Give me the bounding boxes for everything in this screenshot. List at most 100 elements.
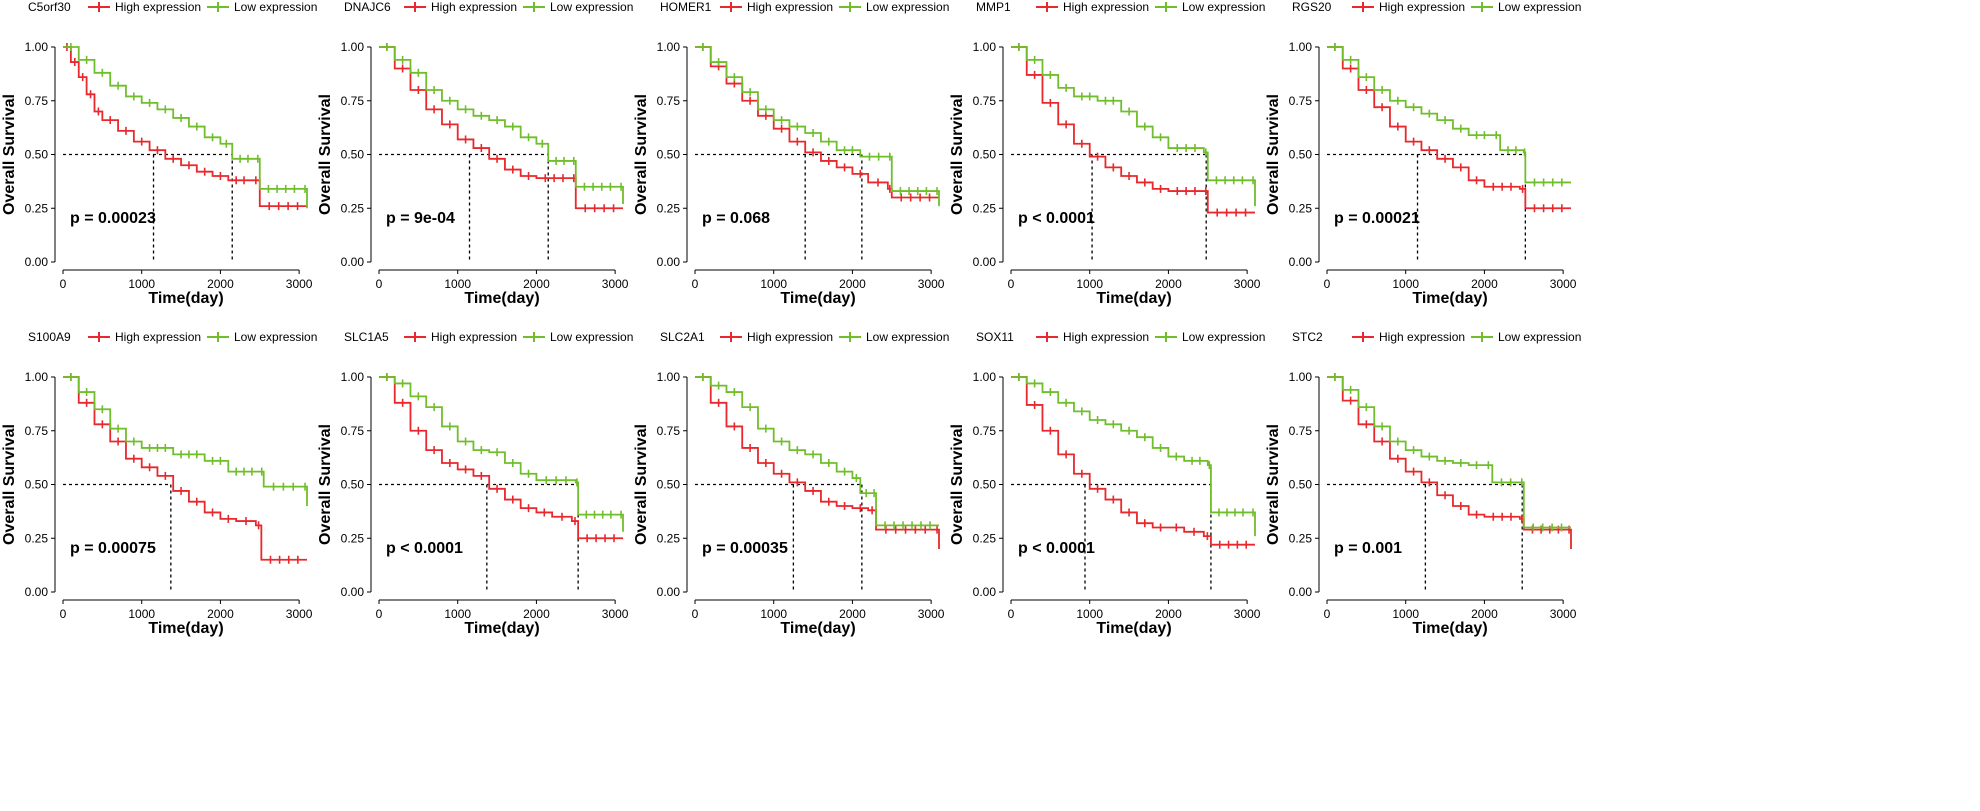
x-axis-title: Time(day): [148, 290, 223, 307]
legend-high-label: High expression: [115, 330, 201, 344]
x-axis-title: Time(day): [1096, 620, 1171, 637]
km-panel-homer1: HOMER1 High expression Low expression 0.00 0…: [633, 0, 949, 307]
censor-marks: [1334, 43, 1563, 187]
median-guides: [1011, 153, 1207, 262]
y-tick-label: 0.25: [1289, 531, 1313, 545]
legend-low-label: Low expression: [234, 0, 317, 14]
censor-marks: [1334, 373, 1563, 532]
high-expression-curve: [63, 46, 307, 207]
km-panel-sox11: SOX11 High expression Low expression 0.00 0.…: [949, 330, 1265, 637]
y-axis-title: Overall Survival: [949, 424, 966, 545]
y-tick-label: 1.00: [341, 40, 365, 54]
p-value: p = 0.00035: [702, 540, 788, 557]
y-tick-label: 0.50: [25, 478, 49, 492]
legend-low-label: Low expression: [550, 330, 633, 344]
y-tick-label: 0.75: [973, 424, 997, 438]
legend-low-label: Low expression: [234, 330, 317, 344]
censor-marks: [702, 43, 938, 196]
x-tick-label: 2000: [1471, 607, 1498, 621]
x-tick-label: 3000: [918, 277, 945, 291]
y-tick-label: 0.00: [657, 255, 681, 269]
censor-marks: [386, 43, 622, 191]
low-expression-curve: [379, 376, 624, 532]
y-tick-label: 1.00: [25, 370, 49, 384]
x-tick-label: 1000: [444, 607, 471, 621]
high-expression-curve: [1011, 46, 1255, 214]
p-value: p = 0.068: [702, 210, 770, 227]
y-tick-label: 0.25: [973, 531, 997, 545]
gene-label: RGS20: [1292, 0, 1332, 14]
legend-high-label: High expression: [115, 0, 201, 14]
legend-high-label: High expression: [1063, 330, 1149, 344]
y-tick-label: 0.75: [657, 424, 681, 438]
y-tick-label: 0.25: [1289, 201, 1313, 215]
y-tick-label: 0.75: [1289, 424, 1313, 438]
y-tick-label: 0.00: [341, 255, 365, 269]
y-tick-label: 0.25: [341, 531, 365, 545]
gene-label: SOX11: [976, 330, 1014, 344]
y-tick-label: 0.00: [341, 585, 365, 599]
low-expression-curve: [695, 376, 939, 527]
y-axis-title: Overall Survival: [633, 424, 650, 545]
y-tick-label: 1.00: [341, 370, 365, 384]
x-axis-title: Time(day): [148, 620, 223, 637]
y-tick-label: 0.75: [25, 424, 49, 438]
legend-high-label: High expression: [747, 330, 833, 344]
y-tick-label: 0.00: [25, 585, 49, 599]
x-tick-label: 2000: [839, 277, 866, 291]
legend-high-label: High expression: [431, 0, 517, 14]
censor-marks: [70, 373, 299, 564]
p-value: p < 0.0001: [1018, 540, 1095, 557]
legend-low-label: Low expression: [1182, 330, 1265, 344]
x-tick-label: 0: [692, 277, 699, 291]
legend-high-label: High expression: [747, 0, 833, 14]
y-tick-label: 0.00: [657, 585, 681, 599]
y-tick-label: 0.50: [341, 148, 365, 162]
legend-low-label: Low expression: [1182, 0, 1265, 14]
y-tick-label: 1.00: [973, 40, 997, 54]
x-tick-label: 3000: [286, 277, 313, 291]
x-tick-label: 3000: [918, 607, 945, 621]
censor-marks: [1018, 43, 1247, 217]
legend-high-label: High expression: [1379, 330, 1465, 344]
x-tick-label: 2000: [1155, 607, 1182, 621]
y-tick-label: 0.25: [657, 531, 681, 545]
km-panel-slc1a5: SLC1A5 High expression Low expression 0.00 0…: [317, 330, 633, 637]
p-value: p = 0.00023: [70, 210, 156, 227]
low-expression-curve: [63, 376, 308, 506]
x-tick-label: 3000: [1550, 607, 1577, 621]
x-tick-label: 1000: [128, 277, 155, 291]
censor-marks: [1018, 373, 1247, 549]
median-guides: [379, 483, 579, 592]
y-tick-label: 0.25: [25, 531, 49, 545]
censor-marks: [386, 373, 615, 543]
x-tick-label: 3000: [1234, 607, 1261, 621]
x-axis-title: Time(day): [1412, 620, 1487, 637]
x-tick-label: 0: [376, 277, 383, 291]
y-tick-label: 0.75: [973, 94, 997, 108]
x-tick-label: 0: [1324, 277, 1331, 291]
x-tick-label: 1000: [444, 277, 471, 291]
legend-high-label: High expression: [1063, 0, 1149, 14]
p-value: p = 9e-04: [386, 210, 455, 227]
x-tick-label: 0: [692, 607, 699, 621]
x-tick-label: 1000: [1392, 607, 1419, 621]
y-tick-label: 1.00: [657, 370, 681, 384]
x-tick-label: 1000: [760, 607, 787, 621]
y-tick-label: 0.50: [1289, 148, 1313, 162]
y-tick-label: 1.00: [973, 370, 997, 384]
y-tick-label: 0.50: [973, 148, 997, 162]
x-tick-label: 3000: [1234, 277, 1261, 291]
gene-label: STC2: [1292, 330, 1323, 344]
low-expression-curve: [1327, 46, 1571, 184]
y-axis-title: Overall Survival: [1, 94, 18, 215]
p-value: p = 0.001: [1334, 540, 1402, 557]
x-tick-label: 2000: [207, 607, 234, 621]
x-tick-label: 0: [60, 607, 67, 621]
legend-high-label: High expression: [431, 330, 517, 344]
x-tick-label: 0: [1324, 607, 1331, 621]
low-expression-curve: [379, 46, 624, 204]
p-value: p = 0.00021: [1334, 210, 1420, 227]
gene-label: DNAJC6: [344, 0, 391, 14]
y-tick-label: 0.75: [341, 424, 365, 438]
